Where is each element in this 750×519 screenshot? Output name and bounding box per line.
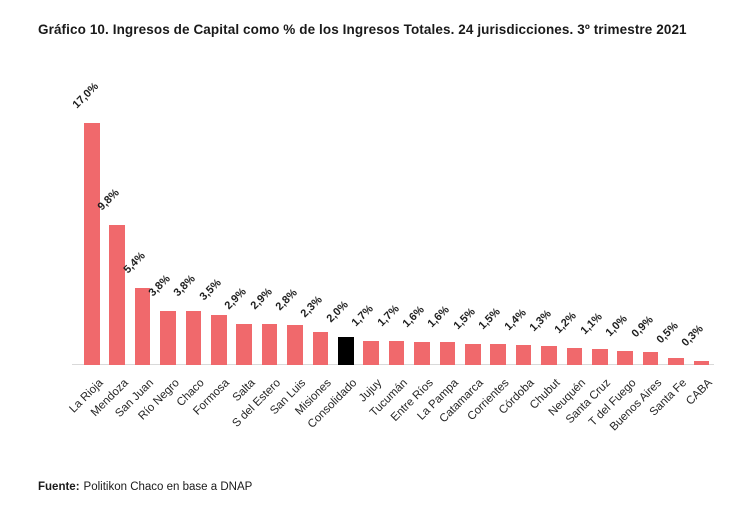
bar [84,123,100,365]
bar-value-label: 1,1% [578,310,605,337]
bar-value-label: 1,7% [375,302,402,329]
bar [693,361,710,365]
chart-title: Gráfico 10. Ingresos de Capital como % d… [38,22,687,37]
bar-value-label: 1,6% [400,303,427,330]
bar-value-label: 1,3% [527,307,554,334]
bar-value-label: 17,0% [70,80,101,111]
bar-value-label: 1,4% [502,306,529,333]
bar [642,352,659,365]
bar-value-label: 9,8% [95,186,122,213]
bar-value-label: 1,7% [349,302,376,329]
bar [363,341,379,365]
bar-consolidado [338,337,354,365]
bar [490,344,506,365]
bar-value-label: 3,8% [171,272,199,299]
bar-value-label: 2,9% [248,285,275,312]
bar [185,311,202,365]
bar [312,332,329,365]
bar [236,324,252,365]
bar-value-label: 1,2% [552,309,580,336]
bar-value-label: 1,6% [425,303,453,330]
source-label: Fuente: [38,481,80,493]
bar [388,341,405,365]
bar-value-label: 0,3% [679,322,707,349]
bar [211,315,227,365]
bar-value-label: 5,4% [121,249,148,276]
bar-value-label: 3,5% [197,276,224,303]
bar-value-label: 2,3% [298,293,326,320]
bar-value-label: 1,5% [476,305,503,332]
bar [439,342,456,365]
source-text: Politikon Chaco en base a DNAP [83,481,253,493]
bar [109,225,125,365]
bar-value-label: 2,0% [324,298,351,325]
bar-value-label: 0,9% [629,313,656,340]
bar-value-label: 2,8% [273,286,300,313]
source-line: Fuente: Politikon Chaco en base a DNAP [38,481,252,493]
bar [515,345,532,365]
bar-value-label: 3,8% [146,272,173,299]
bar [592,349,608,365]
bar-category-label: CABA [684,377,715,408]
bar [668,358,684,365]
bar [261,324,278,365]
bar [465,344,481,365]
bar [414,342,430,365]
bar [566,348,583,365]
bar [134,288,151,365]
bar-value-label: 0,5% [654,319,681,346]
bar [617,351,633,365]
bar-value-label: 2,9% [222,285,249,312]
bar [541,346,557,365]
bar [287,325,303,365]
bar-value-label: 1,5% [451,305,478,332]
bar-value-label: 1,0% [603,312,630,339]
bar [160,311,176,365]
